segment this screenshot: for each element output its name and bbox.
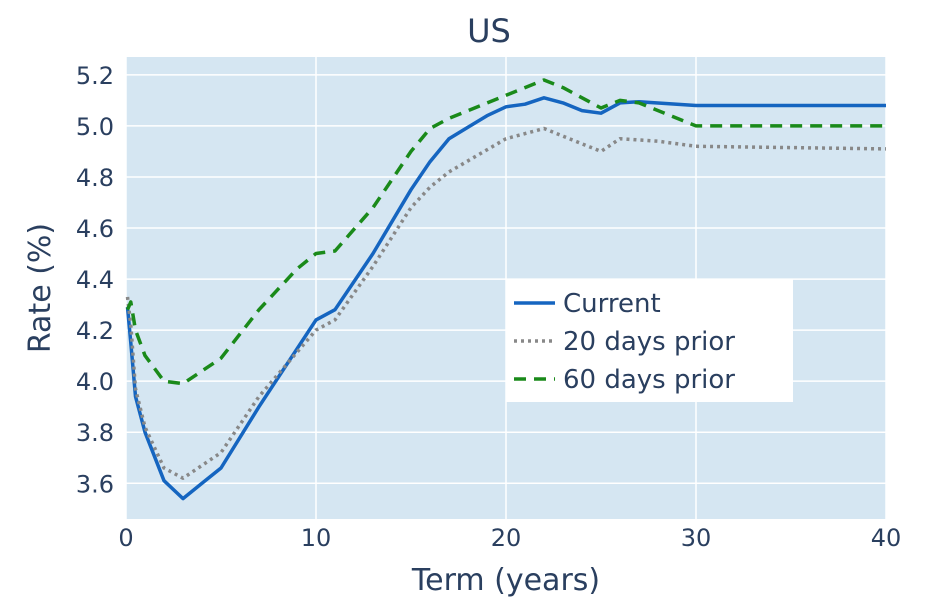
chart-title: US — [467, 12, 511, 50]
y-tick-label: 3.6 — [76, 470, 114, 498]
x-tick-label: 40 — [871, 524, 902, 552]
series-line-2 — [125, 126, 887, 480]
y-tick-label: 3.8 — [76, 419, 114, 447]
x-tick-label: 20 — [491, 524, 522, 552]
y-tick-label: 4.2 — [76, 317, 114, 345]
x-tick-label: 10 — [301, 524, 332, 552]
x-axis-label: Term (years) — [411, 563, 600, 598]
legend-items: Current 20 days prior 60 days prior — [514, 289, 735, 395]
y-tick-label: 5.0 — [76, 113, 114, 141]
y-tick-label: 4.0 — [76, 368, 114, 396]
series-lines — [125, 78, 887, 501]
legend-box — [506, 279, 793, 402]
legend-label: Current — [563, 289, 661, 319]
y-tick-labels: 3.6 3.8 4.0 4.2 4.4 4.6 4.8 5.0 5.2 — [76, 62, 114, 498]
y-axis-label: Rate (%) — [23, 223, 58, 353]
y-tick-label: 4.4 — [76, 266, 114, 294]
y-tick-label: 5.2 — [76, 62, 114, 90]
series-line-3 — [125, 78, 886, 386]
x-tick-label: 0 — [118, 524, 133, 552]
legend-label: 20 days prior — [563, 327, 735, 357]
x-tick-labels: 0 10 20 30 40 — [118, 524, 901, 552]
y-tick-label: 4.6 — [76, 215, 114, 243]
series-line-1 — [125, 96, 886, 501]
legend-label: 60 days prior — [563, 365, 735, 395]
legend: Current 20 days prior 60 days prior — [506, 279, 793, 402]
x-tick-label: 30 — [681, 524, 712, 552]
y-tick-label: 4.8 — [76, 164, 114, 192]
